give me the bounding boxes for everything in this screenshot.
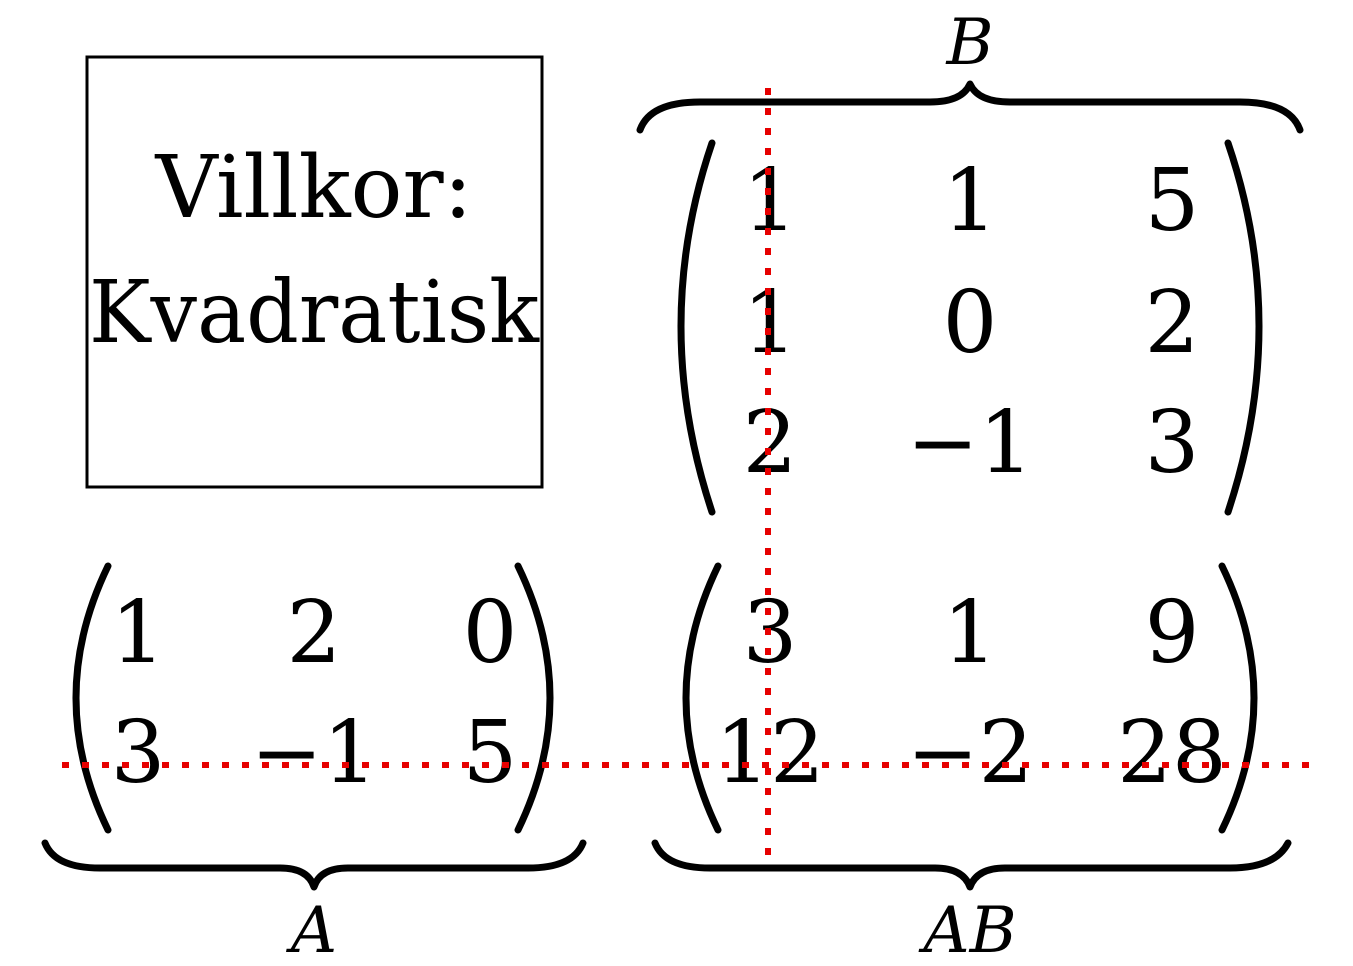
matrix-b: B 1 1 5 1 0 2 2 −1 3 <box>636 6 1304 516</box>
conditions-box-frame <box>85 55 544 489</box>
matrix-b-cell: 2 <box>1145 273 1200 373</box>
matrix-a-cell: 1 <box>111 583 166 683</box>
highlight-guides <box>62 88 1312 866</box>
matrix-a-cell: 2 <box>287 583 342 683</box>
matrix-b-cell: 1 <box>943 151 998 251</box>
matrix-a-cell: −1 <box>251 703 378 803</box>
matrix-a-cells: 1 2 0 3 −1 5 <box>111 583 518 803</box>
brace-a <box>41 839 587 891</box>
matrix-ab-cell: 1 <box>943 583 998 683</box>
matrix-a-cell: 0 <box>463 583 518 683</box>
brace-b <box>636 80 1304 134</box>
matrix-b-cell: −1 <box>907 393 1034 493</box>
matrix-ab-cell: 9 <box>1145 583 1200 683</box>
matrix-b-cells: 1 1 5 1 0 2 2 −1 3 <box>743 151 1200 493</box>
matrix-ab-cells: 3 1 9 12 −2 28 <box>715 583 1226 803</box>
label-b: B <box>945 6 993 80</box>
matrix-b-cell: 3 <box>1145 393 1200 493</box>
left-paren-a <box>72 562 112 834</box>
conditions-title: Villkor: <box>154 138 472 238</box>
matrix-a-cell: 3 <box>111 703 166 803</box>
matrix-ab: 3 1 9 12 −2 28 AB <box>651 562 1292 966</box>
brace-ab <box>651 839 1292 891</box>
conditions-box: Villkor: Kvadratisk <box>85 55 544 489</box>
label-ab: AB <box>918 894 1016 966</box>
right-paren-b <box>1224 139 1263 516</box>
matrix-ab-cell: −2 <box>907 703 1034 803</box>
right-paren-ab <box>1218 562 1258 834</box>
matrix-b-cell: 5 <box>1145 151 1200 251</box>
left-paren-b <box>677 139 716 516</box>
matrix-a: 1 2 0 3 −1 5 A <box>41 562 587 966</box>
matrix-b-cell: 1 <box>743 151 798 251</box>
label-a: A <box>286 894 337 966</box>
condition-square: Kvadratisk <box>89 263 540 363</box>
matrix-b-cell: 0 <box>943 273 998 373</box>
matrix-a-cell: 5 <box>463 703 518 803</box>
matrix-ab-cell: 28 <box>1117 703 1226 803</box>
right-paren-a <box>514 562 554 834</box>
left-paren-ab <box>682 562 722 834</box>
